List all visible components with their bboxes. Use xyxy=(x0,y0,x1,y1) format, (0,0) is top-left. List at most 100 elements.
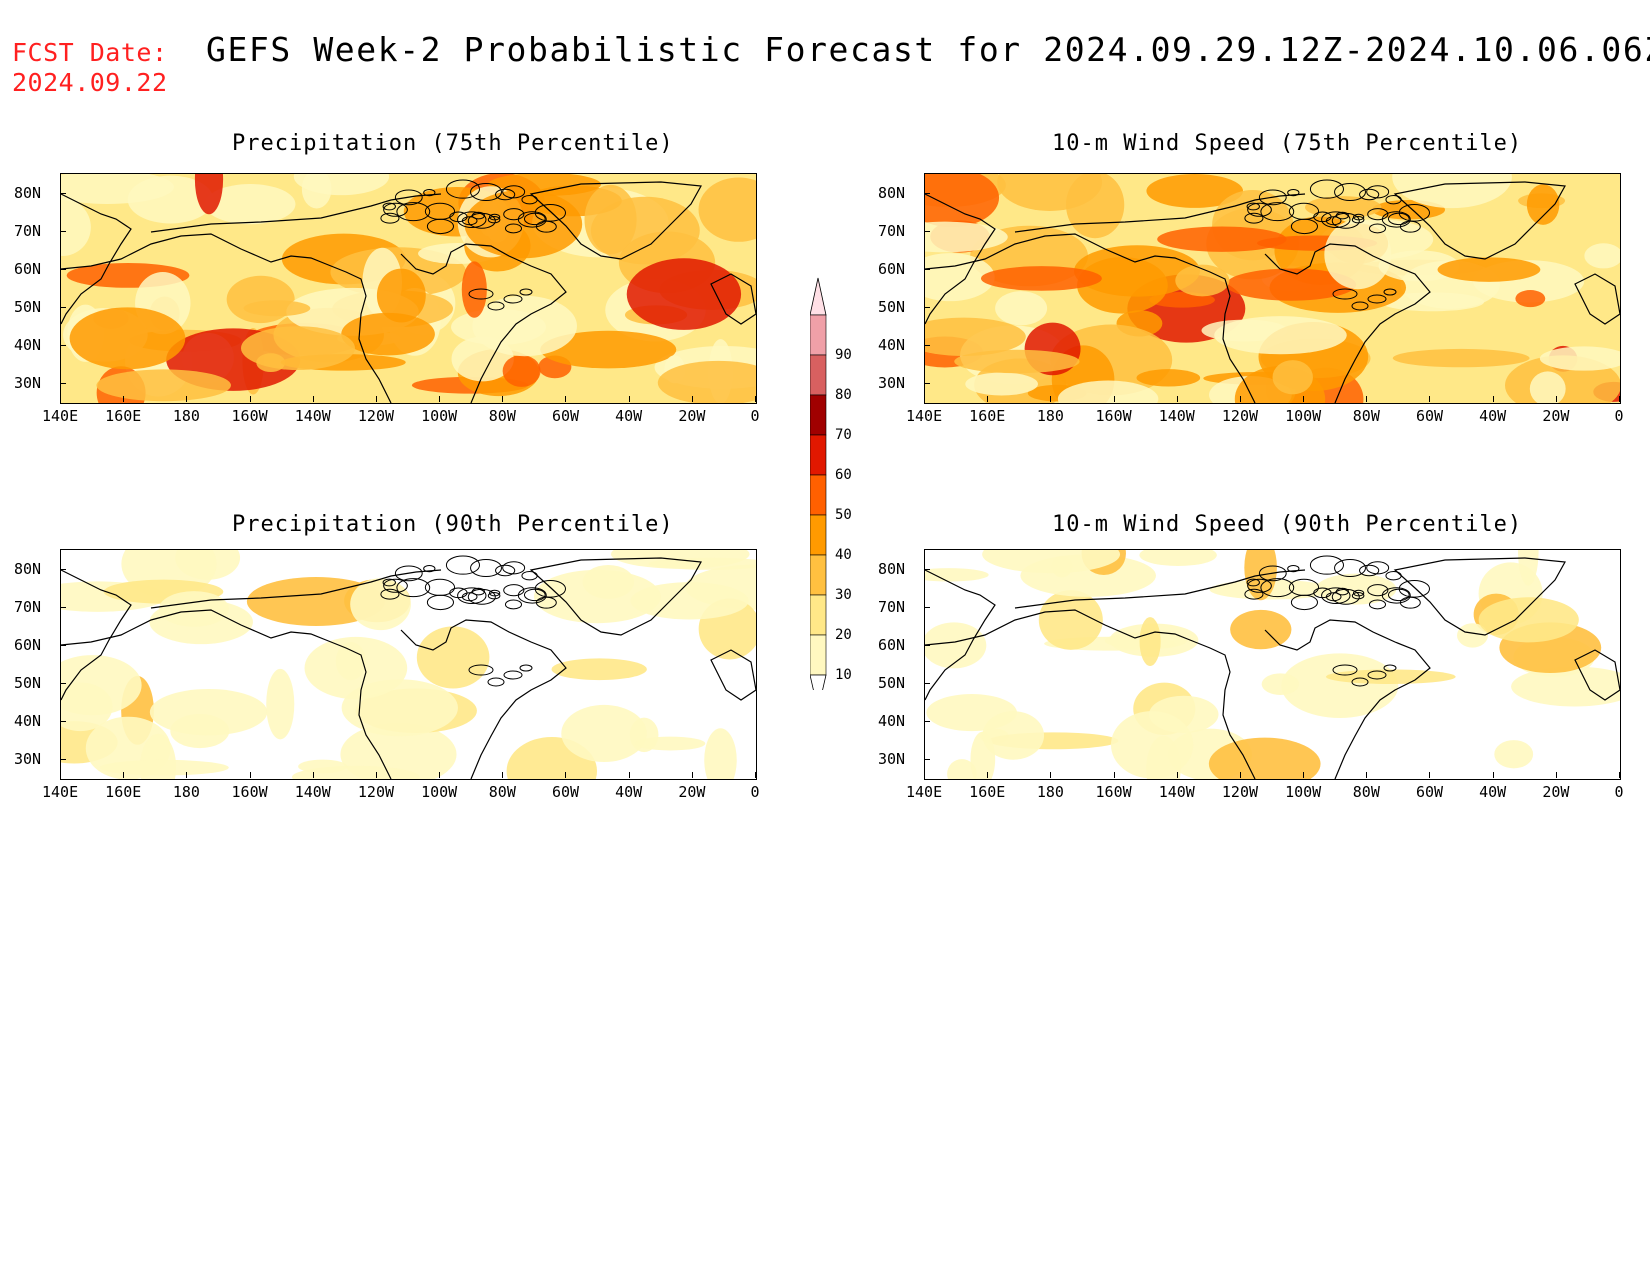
forecast-contour-blob xyxy=(1378,250,1460,282)
forecast-contour-blob xyxy=(127,175,214,224)
lat-tick-label: 70N xyxy=(14,598,42,616)
forecast-contour-blob xyxy=(293,174,390,196)
lon-tick-label: 160E xyxy=(105,783,142,801)
lon-tick-label: 160W xyxy=(231,407,268,425)
lon-tick-label: 0 xyxy=(750,407,760,425)
lon-tick-label: 160E xyxy=(105,407,142,425)
forecast-contour-blob xyxy=(1272,360,1313,395)
forecast-contour-blob xyxy=(1494,740,1534,769)
forecast-contour-blob xyxy=(540,330,677,369)
lon-tick-mark xyxy=(987,772,989,778)
lon-tick-label: 0 xyxy=(750,783,760,801)
lon-tick-label: 60W xyxy=(551,783,580,801)
lon-tick-label: 160W xyxy=(1095,407,1132,425)
lat-tick-mark xyxy=(60,193,66,194)
lon-tick-label: 140E xyxy=(42,407,79,425)
forecast-contour-blob xyxy=(61,198,91,256)
forecast-contour-blob xyxy=(99,759,229,776)
lon-tick-label: 80W xyxy=(488,783,516,801)
colorbar-segment xyxy=(810,394,827,436)
lon-tick-label: 180 xyxy=(172,783,200,801)
lon-tick-mark xyxy=(1113,396,1115,402)
forecast-contour-blob xyxy=(1225,268,1357,301)
forecast-contour-blob xyxy=(194,174,224,215)
colorbar-level-label: 50 xyxy=(835,507,852,523)
colorbar-max-triangle xyxy=(810,277,827,316)
forecast-contour-blob xyxy=(1146,174,1244,208)
lon-tick-mark xyxy=(1555,396,1557,402)
lon-tick-mark xyxy=(628,772,630,778)
forecast-contour-blob xyxy=(341,312,435,356)
lat-tick-mark xyxy=(60,645,66,646)
forecast-contour-blob xyxy=(1230,609,1292,650)
lon-tick-mark xyxy=(1366,396,1368,402)
lon-tick-mark xyxy=(691,396,693,402)
lon-tick-mark xyxy=(312,772,314,778)
forecast-contour-blob xyxy=(1324,219,1392,290)
forecast-contour-blob xyxy=(982,550,1121,574)
lon-tick-label: 40W xyxy=(1479,783,1507,801)
lat-tick-mark xyxy=(924,383,930,384)
lon-tick-mark xyxy=(1619,396,1620,402)
lat-tick-label: 30N xyxy=(14,374,42,392)
forecast-contour-blob xyxy=(1175,264,1230,297)
lon-tick-label: 160W xyxy=(1095,783,1132,801)
forecast-contour-blob xyxy=(1157,226,1287,252)
forecast-date-label: FCST Date: 2024.09.22 xyxy=(12,38,168,98)
lat-tick-label: 40N xyxy=(878,336,906,354)
lat-tick-mark xyxy=(60,569,66,570)
forecast-contour-blob xyxy=(648,557,756,570)
fcst-date-value: 2024.09.22 xyxy=(12,68,168,97)
lat-tick-mark xyxy=(924,645,930,646)
colorbar-segment xyxy=(810,474,827,516)
forecast-contour-blob xyxy=(965,372,1038,396)
lon-tick-mark xyxy=(1050,396,1052,402)
lat-tick-label: 40N xyxy=(14,712,42,730)
lat-tick-mark xyxy=(924,721,930,722)
lat-tick-label: 80N xyxy=(14,560,42,578)
forecast-contour-blob xyxy=(561,704,647,763)
lat-tick-label: 70N xyxy=(878,598,906,616)
lon-tick-mark xyxy=(249,396,251,402)
forecast-contour-blob xyxy=(551,658,647,681)
lat-tick-label: 60N xyxy=(878,636,906,654)
panel-title-precip90: Precipitation (90th Percentile) xyxy=(232,512,674,537)
forecast-contour-blob xyxy=(502,354,541,387)
lon-tick-mark xyxy=(502,772,504,778)
lon-tick-label: 140E xyxy=(906,407,943,425)
lon-tick-mark xyxy=(375,772,377,778)
lat-tick-label: 50N xyxy=(878,674,906,692)
lon-tick-label: 120W xyxy=(1221,407,1259,425)
lat-tick-mark xyxy=(60,607,66,608)
lon-tick-label: 140E xyxy=(42,783,79,801)
lat-tick-label: 60N xyxy=(14,260,42,278)
lon-tick-mark xyxy=(375,396,377,402)
forecast-contour-blob xyxy=(1437,257,1541,282)
forecast-contour-blob xyxy=(1074,245,1200,297)
lat-tick-mark xyxy=(60,231,66,232)
map-wind75 xyxy=(924,173,1621,404)
forecast-contour-blob xyxy=(376,268,426,323)
colorbar-level-label: 10 xyxy=(835,667,852,683)
lat-tick-label: 50N xyxy=(14,674,42,692)
lat-tick-mark xyxy=(60,269,66,270)
lat-tick-label: 70N xyxy=(878,222,906,240)
forecast-contour-blob xyxy=(1392,348,1530,368)
lon-tick-mark xyxy=(439,396,441,402)
forecast-contour-blob xyxy=(1148,695,1219,734)
lon-tick-label: 100W xyxy=(1285,407,1322,425)
forecast-contour-blob xyxy=(1038,590,1103,650)
forecast-contour-blob xyxy=(304,636,408,700)
lon-tick-mark xyxy=(1555,772,1557,778)
lat-tick-label: 50N xyxy=(878,298,906,316)
forecast-contour-blob xyxy=(1529,371,1566,403)
lat-tick-label: 70N xyxy=(14,222,42,240)
forecast-contour-blob xyxy=(1066,174,1125,239)
colorbar-level-label: 90 xyxy=(835,347,852,363)
forecast-contour-blob xyxy=(1214,316,1347,355)
lon-tick-mark xyxy=(1619,772,1620,778)
lon-tick-label: 140W xyxy=(294,783,331,801)
lon-tick-label: 160E xyxy=(969,783,1006,801)
lon-tick-mark xyxy=(565,396,567,402)
panel-title-wind75: 10-m Wind Speed (75th Percentile) xyxy=(1052,131,1523,156)
